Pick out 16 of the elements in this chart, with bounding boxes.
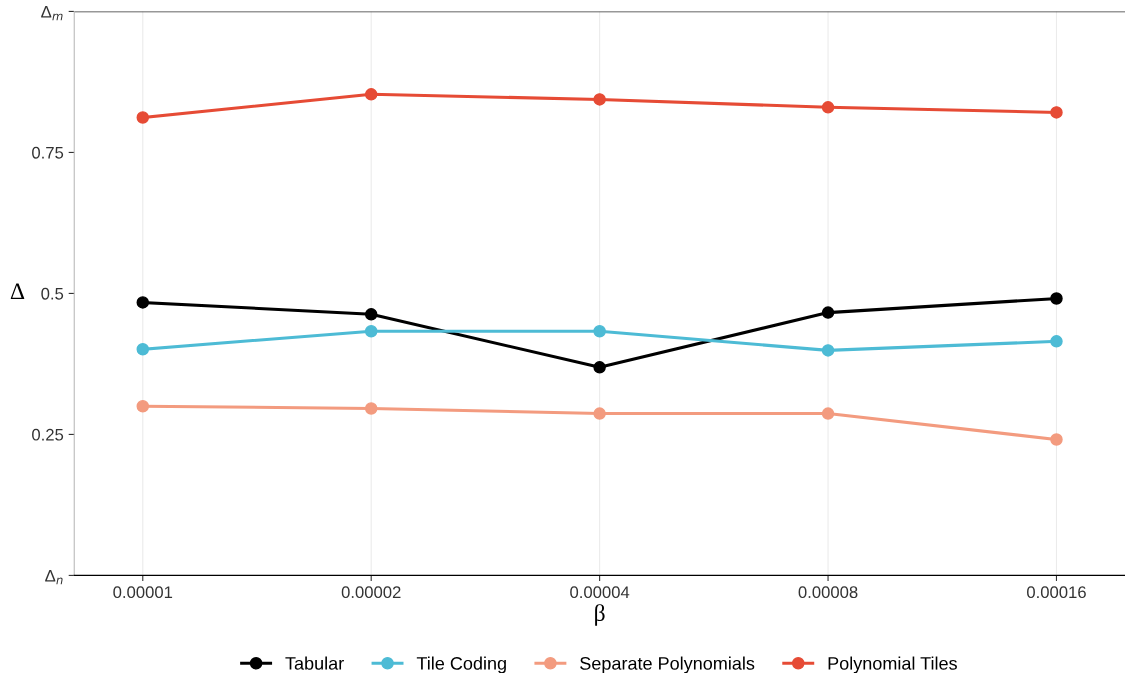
y-tick-label: 0.5 (41, 287, 64, 300)
y-tick-label: Δ$_{n}$ (45, 569, 63, 585)
y-tick-label: Δ$_{m}$ (41, 5, 63, 21)
legend-label: Polynomial Tiles (828, 656, 957, 673)
x-axis-title: β (595, 604, 605, 626)
x-tick-label: 0.00002 (341, 586, 401, 599)
x-tick-label: 0.00008 (798, 586, 858, 599)
x-tick-label: 0.00004 (570, 586, 630, 599)
legend-label: Tabular (285, 656, 344, 670)
y-tick-label: 0.25 (32, 428, 64, 441)
legend-label: Separate Polynomials (580, 656, 755, 673)
x-tick-label: 0.00001 (113, 586, 173, 599)
legend-label: Tile Coding (416, 656, 506, 673)
x-tick-label: 0.00016 (1027, 586, 1086, 599)
y-axis-title: Δ (10, 283, 25, 300)
y-tick-label: 0.75 (32, 146, 64, 159)
